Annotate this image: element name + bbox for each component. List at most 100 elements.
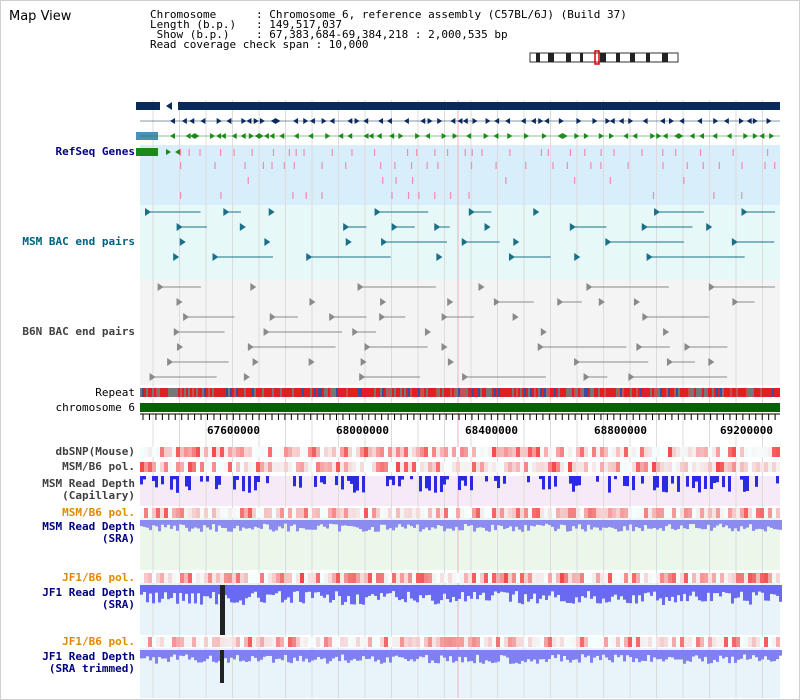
repeat-segment xyxy=(156,388,158,397)
msm-capillary-depth xyxy=(776,476,779,484)
msm-capillary-depth xyxy=(443,476,446,485)
repeat-segment xyxy=(158,388,160,397)
track-label-refseq[interactable]: RefSeq Genes xyxy=(55,145,135,158)
dbsnp-cell xyxy=(512,447,516,457)
msm-sra-depth xyxy=(551,520,554,527)
dbsnp-cell xyxy=(160,447,164,457)
msm-b6-pol-2-cell xyxy=(316,508,320,518)
msm-b6-pol-2-cell xyxy=(404,508,408,518)
track-label-chromosome[interactable]: chromosome 6 xyxy=(55,401,135,414)
msm-sra-depth xyxy=(332,520,335,525)
repeat-segment xyxy=(196,388,198,397)
jf1-b6-pol-cell xyxy=(496,573,500,583)
dbsnp-cell xyxy=(576,447,580,457)
repeat-segment xyxy=(318,388,320,397)
jf1-b6-pol-cell xyxy=(252,573,256,583)
msm-b6-pol-cell xyxy=(696,462,700,472)
msm-b6-pol-2-cell xyxy=(528,508,532,518)
repeat-segment xyxy=(242,388,244,397)
msm-b6-pol-2-cell xyxy=(356,508,360,518)
jf1-b6-pol-cell xyxy=(384,573,388,583)
msm-sra-depth xyxy=(584,520,587,532)
dbsnp-cell xyxy=(248,447,252,457)
msm-sra-depth xyxy=(257,520,260,528)
msm-capillary-depth xyxy=(713,476,716,484)
b6n-bac-end xyxy=(308,358,315,366)
msm-b6-pol-2-cell xyxy=(216,508,220,518)
jf1-b6-pol-cell xyxy=(740,573,744,583)
refseq-tick xyxy=(395,177,397,184)
jf1-b6-pol-cell xyxy=(364,573,368,583)
jf1-b6-pol-2-cell xyxy=(640,637,644,647)
jf1-b6-pol-cell xyxy=(260,573,264,583)
msm-b6-pol-cell xyxy=(180,462,184,472)
msm-b6-pol-cell xyxy=(236,462,240,472)
msm-b6-pol-cell xyxy=(160,462,164,472)
jf1-trimmed-depth xyxy=(746,650,749,660)
repeat-segment xyxy=(202,388,204,397)
msm-b6-pol-2-cell xyxy=(432,508,436,518)
refseq-tick xyxy=(547,149,549,156)
msm-b6-pol-cell xyxy=(364,462,368,472)
jf1-b6-pol-cell xyxy=(240,573,244,583)
track-label-jf1-depth-sra-2: (SRA) xyxy=(101,598,135,611)
refseq-tick xyxy=(251,149,253,156)
jf1-b6-pol-cell xyxy=(388,573,392,583)
repeat-segment xyxy=(184,388,186,397)
msm-sra-depth xyxy=(455,520,458,527)
track-label-b6n-bac[interactable]: B6N BAC end pairs xyxy=(22,325,135,338)
msm-capillary-depth xyxy=(494,476,497,481)
repeat-segment xyxy=(402,388,404,397)
repeat-segment xyxy=(426,388,428,397)
track-label-dbsnp[interactable]: dbSNP(Mouse) xyxy=(55,445,135,458)
track-label-msm-b6-pol-2[interactable]: MSM/B6 pol. xyxy=(62,506,135,519)
dbsnp-cell xyxy=(568,447,572,457)
jf1-b6-pol-2-cell xyxy=(208,637,212,647)
msm-b6-pol-cell xyxy=(632,462,636,472)
track-label-jf1-b6-pol-2[interactable]: JF1/B6 pol. xyxy=(62,635,135,648)
refseq-tick xyxy=(509,149,511,156)
msm-sra-depth xyxy=(167,520,170,525)
track-label-jf1-depth-trimmed[interactable]: JF1 Read Depth xyxy=(42,650,135,663)
msm-b6-pol-cell xyxy=(308,462,312,472)
track-label-msm-depth-sra[interactable]: MSM Read Depth xyxy=(42,520,135,533)
msm-sra-depth xyxy=(431,520,434,528)
track-label-jf1-b6-pol-1[interactable]: JF1/B6 pol. xyxy=(62,571,135,584)
repeat-segment xyxy=(532,388,534,397)
track-label-msm-b6-pol-1[interactable]: MSM/B6 pol. xyxy=(62,460,135,473)
repeat-segment xyxy=(224,388,226,397)
msm-b6-pol-2-cell xyxy=(324,508,328,518)
track-label-msm-bac[interactable]: MSM BAC end pairs xyxy=(22,235,135,248)
refseq-tick xyxy=(303,149,305,156)
refseq-tick xyxy=(732,149,734,156)
msm-b6-pol-cell xyxy=(612,462,616,472)
refseq-tick xyxy=(345,162,347,169)
msm-b6-pol-2-cell xyxy=(348,508,352,518)
msm-b6-pol-cell xyxy=(348,462,352,472)
track-label-msm-depth-capillary[interactable]: MSM Read Depth xyxy=(42,477,135,490)
repeat-segment xyxy=(756,388,758,397)
jf1-sra-depth xyxy=(530,585,533,600)
refseq-tick xyxy=(481,149,483,156)
repeat-segment xyxy=(568,388,570,397)
track-label-jf1-depth-sra[interactable]: JF1 Read Depth xyxy=(42,586,135,599)
msm-b6-pol-2-cell xyxy=(604,508,608,518)
dbsnp-cell xyxy=(472,447,476,457)
msm-sra-depth xyxy=(602,520,605,528)
jf1-b6-pol-2-cell xyxy=(328,637,332,647)
repeat-segment xyxy=(258,388,260,397)
jf1-sra-depth xyxy=(149,585,152,594)
jf1-b6-pol-cell xyxy=(728,573,732,583)
jf1-trimmed-depth xyxy=(155,650,158,664)
dbsnp-cell xyxy=(308,447,312,457)
jf1-sra-depth xyxy=(632,585,635,596)
repeat-segment xyxy=(484,388,486,397)
repeat-segment xyxy=(534,388,536,397)
msm-bac-end xyxy=(306,253,313,261)
track-label-repeat[interactable]: Repeat xyxy=(95,386,135,399)
msm-bac-end xyxy=(574,253,581,261)
jf1-sra-depth xyxy=(242,585,245,605)
jf1-sra-depth xyxy=(251,585,254,594)
msm-capillary-depth xyxy=(743,476,746,492)
msm-b6-pol-2-cell xyxy=(396,508,400,518)
